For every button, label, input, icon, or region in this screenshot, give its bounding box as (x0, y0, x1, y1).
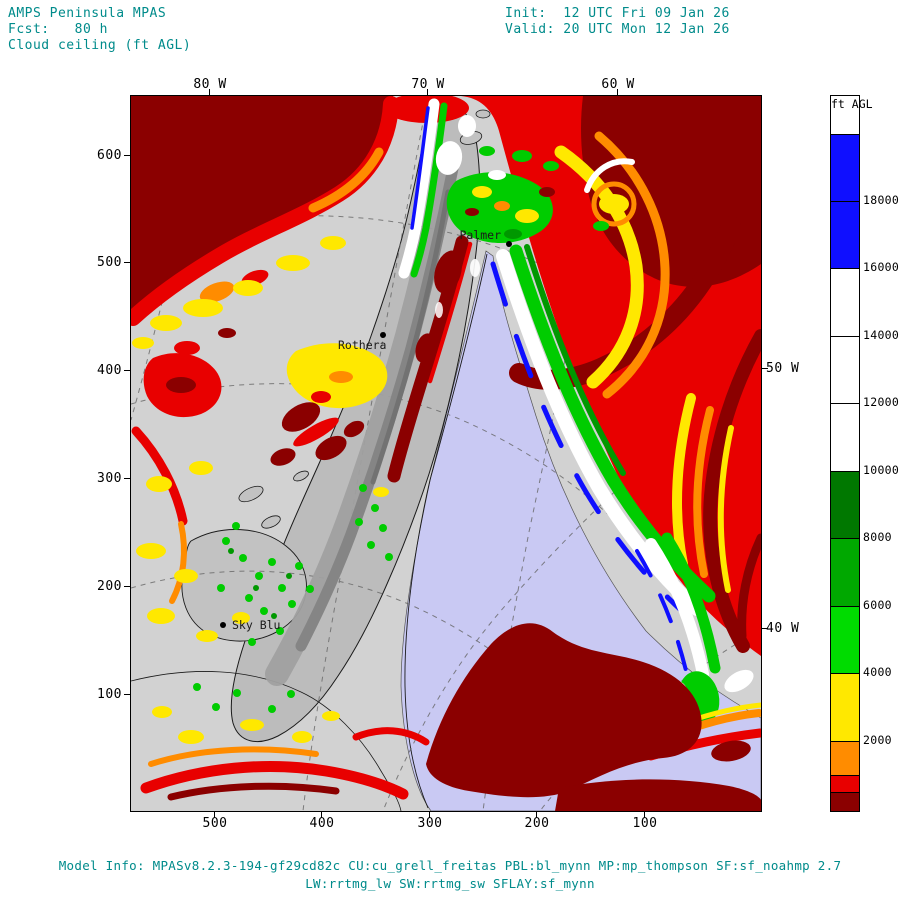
ceiling-map: Palmer Rothera Sky Blu (125, 93, 768, 812)
cloud-ridge-peninsula (387, 235, 480, 483)
colorbar-segment (831, 606, 859, 673)
colorbar-segment (831, 96, 859, 134)
colorbar-tick-16000: 16000 (863, 260, 900, 274)
tick-mark (124, 478, 130, 479)
tick-mark (644, 812, 645, 818)
axis-label-y400: 400 (97, 363, 122, 378)
colorbar-segment (831, 741, 859, 775)
colorbar-tick-4000: 4000 (863, 665, 892, 679)
colorbar-tick-12000: 12000 (863, 395, 900, 409)
axis-label-y500: 500 (97, 255, 122, 270)
tick-mark (124, 155, 130, 156)
axis-label-60w: 60 W (601, 77, 635, 92)
footer-model-info: Model Info: MPASv8.2.3-194-gf29cd82c CU:… (58, 858, 842, 873)
colorbar-title: ft AGL (831, 97, 873, 111)
colorbar-tick-18000: 18000 (863, 193, 900, 207)
cloud-field-northwest (125, 96, 399, 355)
colorbar-tick-10000: 10000 (863, 463, 900, 477)
colorbar-segment (831, 134, 859, 201)
axis-label-y300: 300 (97, 471, 122, 486)
axis-label-x400: 400 (309, 816, 335, 831)
axis-label-70w: 70 W (411, 77, 445, 92)
station-label-rothera: Rothera (338, 338, 386, 352)
station-marker-rothera (380, 332, 386, 338)
cloud-deck-ice-shelf (426, 623, 761, 811)
colorbar-segment (831, 673, 859, 741)
colorbar-segment (831, 471, 859, 538)
tick-mark (429, 812, 430, 818)
axis-label-y200: 200 (97, 579, 122, 594)
colorbar-segment (831, 538, 859, 606)
axis-label-y600: 600 (97, 148, 122, 163)
axis-label-x200: 200 (524, 816, 550, 831)
colorbar-segment (831, 336, 859, 403)
tick-mark (124, 370, 130, 371)
colorbar-tick-2000: 2000 (863, 733, 892, 747)
axis-label-50w: 50 W (766, 361, 800, 376)
tick-mark (124, 694, 130, 695)
station-label-palmer: Palmer (459, 228, 501, 242)
valid-time: Valid: 20 UTC Mon 12 Jan 26 (505, 22, 730, 37)
tick-mark (124, 262, 130, 263)
map-frame: Palmer Rothera Sky Blu (125, 93, 768, 812)
product-name: Cloud ceiling (ft AGL) (8, 38, 192, 53)
tick-mark (762, 628, 768, 629)
tick-mark (427, 89, 428, 95)
cloud-field-palmer (435, 115, 559, 244)
tick-mark (762, 368, 768, 369)
cloud-band-ice-edge (490, 244, 765, 761)
tick-mark (214, 812, 215, 818)
colorbar (830, 95, 860, 812)
stations: Palmer Rothera Sky Blu (220, 228, 512, 632)
axis-label-x100: 100 (632, 816, 658, 831)
init-time: Init: 12 UTC Fri 09 Jan 26 (505, 6, 730, 21)
cloud-field-southwest (140, 683, 430, 801)
colorbar-tick-8000: 8000 (863, 530, 892, 544)
axis-label-80w: 80 W (193, 77, 227, 92)
tick-mark (617, 89, 618, 95)
tick-mark (321, 812, 322, 818)
colorbar-segment (831, 775, 859, 792)
colorbar-tick-14000: 14000 (863, 328, 900, 342)
cloud-field-cyclone (461, 96, 768, 656)
station-marker-palmer (506, 241, 512, 247)
tick-mark (536, 812, 537, 818)
colorbar-segment (831, 792, 859, 811)
axis-label-x300: 300 (417, 816, 443, 831)
colorbar-segment (831, 403, 859, 471)
page-title: AMPS Peninsula MPAS (8, 6, 167, 21)
cloud-channel-north (385, 93, 469, 279)
colorbar-segment (831, 268, 859, 336)
tick-mark (124, 586, 130, 587)
tick-mark (209, 89, 210, 95)
axis-label-y100: 100 (97, 687, 122, 702)
terrain-shading (265, 144, 461, 686)
forecast-hour: Fcst: 80 h (8, 22, 108, 37)
station-marker-skyblu (220, 622, 226, 628)
footer-physics: LW:rrtmg_lw SW:rrtmg_sw SFLAY:sf_mynn (305, 876, 595, 891)
colorbar-segment (831, 201, 859, 268)
axis-label-40w: 40 W (766, 621, 800, 636)
station-label-skyblu: Sky Blu (232, 618, 280, 632)
cloud-field-west (131, 343, 393, 646)
colorbar-tick-6000: 6000 (863, 598, 892, 612)
axis-label-x500: 500 (202, 816, 228, 831)
